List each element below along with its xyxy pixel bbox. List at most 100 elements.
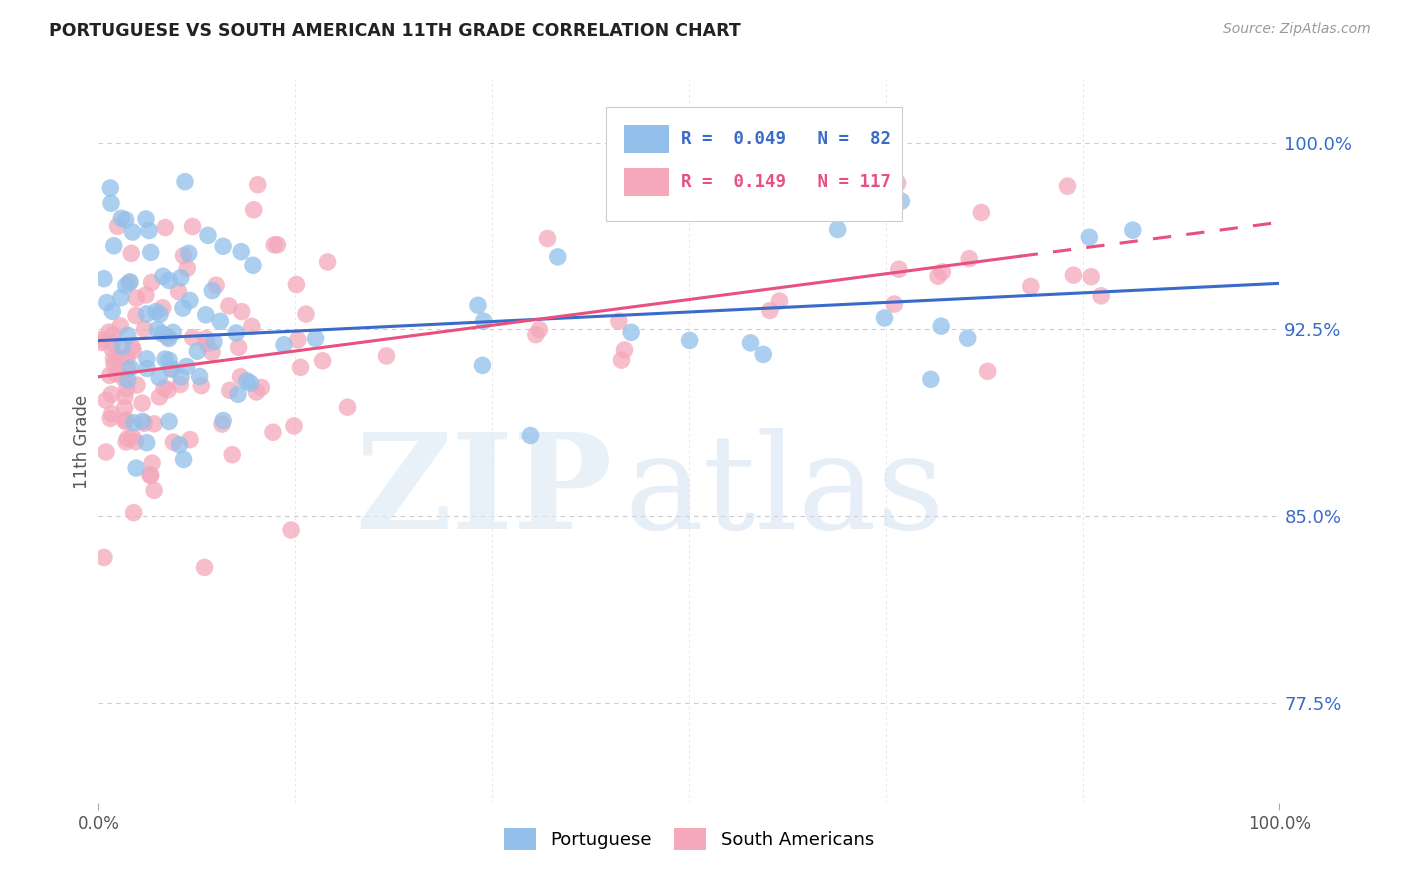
Point <box>181 219 204 234</box>
Point <box>115 434 138 449</box>
Point <box>304 331 326 345</box>
Point <box>149 307 172 321</box>
Point <box>141 456 163 470</box>
Point <box>100 387 122 401</box>
Text: PORTUGUESE VS SOUTH AMERICAN 11TH GRADE CORRELATION CHART: PORTUGUESE VS SOUTH AMERICAN 11TH GRADE … <box>49 22 741 40</box>
Point <box>107 219 129 234</box>
Point <box>139 245 162 260</box>
Text: atlas: atlas <box>624 427 945 557</box>
Point <box>1080 269 1102 284</box>
Point <box>134 417 156 431</box>
Point <box>768 294 790 309</box>
Point <box>114 414 136 428</box>
Point <box>131 396 153 410</box>
Point <box>194 332 217 346</box>
Point <box>100 196 122 211</box>
Point <box>336 400 359 414</box>
Point <box>145 304 167 318</box>
Point <box>90 335 112 350</box>
Point <box>1122 223 1144 237</box>
Point <box>678 334 700 348</box>
Point <box>110 211 132 226</box>
Point <box>101 342 124 356</box>
Point <box>120 246 142 260</box>
Point <box>240 319 263 334</box>
Point <box>114 389 136 403</box>
Point <box>125 434 148 449</box>
Point <box>141 276 163 290</box>
Point <box>242 202 264 217</box>
Point <box>122 506 145 520</box>
Point <box>169 377 191 392</box>
Point <box>121 430 143 444</box>
Point <box>167 285 190 299</box>
Point <box>117 362 139 376</box>
Point <box>135 435 157 450</box>
Point <box>148 370 170 384</box>
Point <box>970 205 993 219</box>
Point <box>927 269 949 284</box>
Point <box>117 432 139 446</box>
Point <box>100 407 122 421</box>
Text: R =  0.149   N = 117: R = 0.149 N = 117 <box>681 173 890 191</box>
Point <box>883 297 905 311</box>
Point <box>157 353 180 368</box>
Point <box>177 246 200 260</box>
Point <box>114 413 136 427</box>
Text: R =  0.049   N =  82: R = 0.049 N = 82 <box>681 130 890 148</box>
Point <box>221 448 243 462</box>
Point <box>98 325 121 339</box>
Point <box>195 336 218 351</box>
Point <box>827 222 849 236</box>
Point <box>613 343 636 357</box>
Point <box>98 411 121 425</box>
Point <box>93 550 115 565</box>
Point <box>120 275 142 289</box>
Point <box>114 401 136 415</box>
Point <box>285 277 308 292</box>
Point <box>169 438 191 452</box>
Point <box>135 211 157 226</box>
Point <box>287 333 309 347</box>
Point <box>1056 179 1078 194</box>
Point <box>170 270 193 285</box>
Point <box>209 314 232 328</box>
Point <box>471 359 494 373</box>
Point <box>212 239 235 253</box>
Point <box>226 387 249 401</box>
Point <box>246 178 269 192</box>
Point <box>229 369 252 384</box>
Point <box>122 343 145 358</box>
Point <box>752 347 775 361</box>
Point <box>620 326 643 340</box>
Point <box>976 364 998 378</box>
Point <box>886 176 908 190</box>
Point <box>94 445 117 459</box>
Point <box>607 314 630 328</box>
Point <box>111 339 134 353</box>
Point <box>211 417 233 431</box>
Point <box>103 357 125 371</box>
Point <box>266 237 288 252</box>
Point <box>173 249 195 263</box>
Point <box>472 314 495 328</box>
Point <box>1019 279 1042 293</box>
Point <box>146 323 169 337</box>
Point <box>125 461 148 475</box>
Point <box>931 265 953 279</box>
Point <box>887 262 910 277</box>
Point <box>202 334 225 349</box>
Point <box>957 252 980 266</box>
Point <box>125 291 148 305</box>
Point <box>174 175 197 189</box>
Point <box>103 239 125 253</box>
Point <box>231 244 253 259</box>
Point <box>120 360 142 375</box>
Point <box>179 433 201 447</box>
Point <box>188 369 211 384</box>
Point <box>115 351 138 365</box>
Point <box>134 322 156 336</box>
Point <box>190 378 212 392</box>
Point <box>110 318 132 333</box>
Point <box>610 353 633 368</box>
